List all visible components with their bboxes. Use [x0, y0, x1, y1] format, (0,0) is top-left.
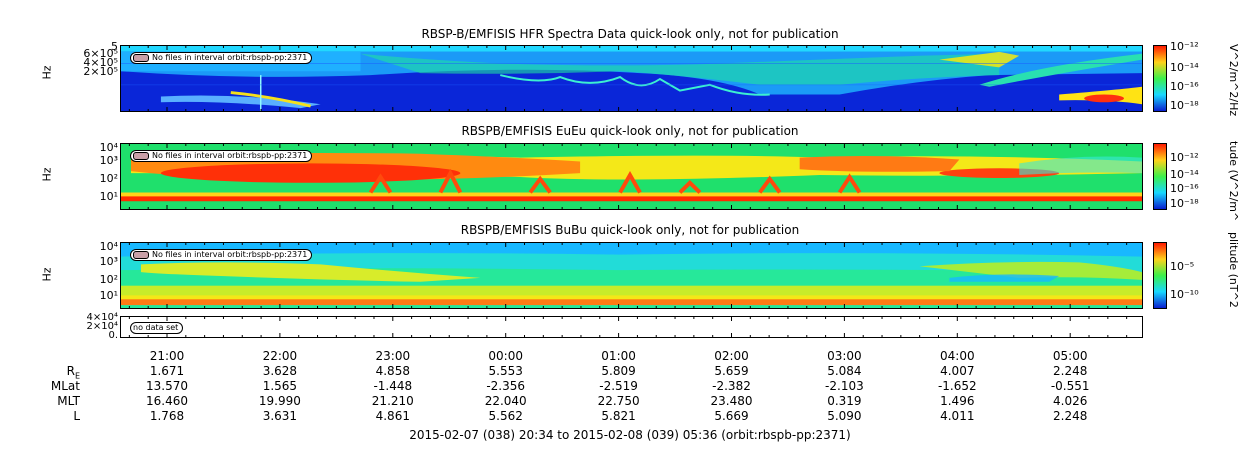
ephemeris-value: -2.382 [712, 379, 751, 393]
x-tick-label: 00:00 [488, 349, 523, 363]
panel1-notice-text: No files in interval orbit:rbspb-pp:2371 [152, 53, 308, 62]
panel1-cb-tick: 10⁻¹⁶ [1170, 80, 1199, 93]
panel4-ytick: 0. [108, 330, 118, 341]
panel1-ytick: 4×10⁵ [83, 56, 118, 69]
panel3-heatmap [121, 243, 1142, 308]
ephemeris-value: 3.628 [262, 364, 298, 378]
ephemeris-value: 19.990 [258, 394, 301, 408]
ephemeris-value: 22.750 [597, 394, 640, 408]
panel2-no-files-notice: No files in interval orbit:rbspb-pp:2371 [130, 150, 313, 162]
ephemeris-value: -1.652 [937, 379, 977, 393]
panel1-colorbar [1153, 45, 1167, 112]
x-tick-label: 03:00 [827, 349, 862, 363]
panel3-ytick: 10¹ [99, 289, 118, 302]
ephemeris-value: 5.090 [827, 409, 862, 423]
ephemeris-value: 2.248 [1053, 409, 1088, 423]
x-tick-label: 05:00 [1052, 349, 1088, 363]
ephemeris-value: 1.768 [149, 409, 185, 423]
panel2-ytick: 10⁴ [99, 141, 118, 154]
panel1-ytick: 6×10⁵ [83, 47, 118, 60]
panel2-cb-tick: 10⁻¹⁸ [1170, 197, 1199, 210]
ephemeris-value: 4.861 [375, 409, 410, 423]
panel2-ytick: 10³ [99, 154, 118, 167]
panel2-heatmap [121, 144, 1142, 209]
ephemeris-value: 5.553 [488, 364, 523, 378]
ephemeris-value: 5.669 [714, 409, 749, 423]
ephemeris-value: 1.671 [149, 364, 185, 378]
ephemeris-value: 16.460 [146, 394, 188, 408]
ephemeris-value: 4.026 [1053, 394, 1088, 408]
panel4-ytick: 2×10⁴ [86, 321, 118, 332]
panel3-notice-text: No files in interval orbit:rbspb-pp:2371 [152, 250, 308, 259]
ephemeris-value: 1.496 [940, 394, 975, 408]
eph-label-r: RE [66, 364, 80, 381]
ephemeris-value: 4.007 [940, 364, 975, 378]
ephemeris-value: 4.011 [940, 409, 975, 423]
panel1-cb-tick: 10⁻¹⁸ [1170, 99, 1199, 112]
ephemeris-value: 1.565 [262, 379, 298, 393]
panel2-spectrogram[interactable]: No files in interval orbit:rbspb-pp:2371 [120, 143, 1143, 210]
panel2-ytick: 10² [99, 172, 118, 185]
panel1-ytick: 2×10⁵ [83, 65, 118, 78]
panel1-cb-tick: 10⁻¹⁴ [1170, 61, 1199, 74]
panel1-no-files-notice: No files in interval orbit:rbspb-pp:2371 [130, 52, 313, 64]
time-range-footer: 2015-02-07 (038) 20:34 to 2015-02-08 (03… [409, 428, 851, 442]
eph-label-mlt: MLT [57, 394, 80, 408]
ephemeris-value: 21.210 [371, 394, 414, 408]
ephemeris-value: -2.519 [599, 379, 638, 393]
ephemeris-value: 3.631 [262, 409, 298, 423]
ephemeris-value: 22.040 [484, 394, 527, 408]
panel1-ytick: 5 [111, 40, 118, 53]
ephemeris-value: 0.319 [827, 394, 862, 408]
panel3-cb-tick: 10⁻⁵ [1170, 260, 1195, 273]
panel2-title: RBSPB/EMFISIS EuEu quick-look only, not … [461, 124, 799, 138]
panel3-cb-tick: 10⁻¹⁰ [1170, 288, 1199, 301]
panel4-lineplot[interactable]: no data set [120, 316, 1143, 338]
panel3-no-files-notice: No files in interval orbit:rbspb-pp:2371 [130, 249, 313, 261]
x-tick-label: 02:00 [714, 349, 749, 363]
panel2-colorbar [1153, 143, 1167, 210]
panel3-spectrogram[interactable]: No files in interval orbit:rbspb-pp:2371 [120, 242, 1143, 309]
panel3-colorbar [1153, 242, 1167, 309]
ephemeris-value: -2.356 [486, 379, 526, 393]
ephemeris-value: -2.103 [825, 379, 864, 393]
ephemeris-value: 13.570 [146, 379, 188, 393]
panel2-notice-text: No files in interval orbit:rbspb-pp:2371 [152, 151, 308, 160]
panel4-no-data-notice: no data set [130, 322, 184, 334]
x-tick-label: 01:00 [601, 349, 636, 363]
ephemeris-value: 5.562 [488, 409, 523, 423]
ephemeris-value: -1.448 [373, 379, 413, 393]
panel4-notice-text: no data set [133, 323, 179, 332]
eph-label-l: L [73, 409, 80, 423]
ephemeris-value: 5.809 [601, 364, 636, 378]
no-files-icon [133, 250, 149, 259]
ephemeris-value: 4.858 [375, 364, 410, 378]
panel2-cb-tick: 10⁻¹⁶ [1170, 182, 1199, 195]
panel3-ytick: 10² [99, 273, 118, 286]
panel4-ytick: 4×10⁴ [86, 312, 118, 323]
x-tick-label: 21:00 [149, 349, 185, 363]
x-tick-label: 23:00 [375, 349, 411, 363]
panel2-cb-tick: 10⁻¹⁴ [1170, 168, 1199, 181]
x-tick-label: 22:00 [262, 349, 298, 363]
ephemeris-value: 5.821 [601, 409, 636, 423]
panel3-ytick: 10³ [99, 255, 118, 268]
x-tick-label: 04:00 [940, 349, 975, 363]
ephemeris-value: 5.084 [827, 364, 862, 378]
ephemeris-value: -0.551 [1050, 379, 1090, 393]
panel2-cb-tick: 10⁻¹² [1170, 151, 1199, 164]
ephemeris-value: 5.659 [714, 364, 749, 378]
no-files-icon [133, 151, 149, 160]
ephemeris-value: 2.248 [1053, 364, 1088, 378]
panel1-spectrogram[interactable]: No files in interval orbit:rbspb-pp:2371 [120, 45, 1143, 112]
no-files-icon [133, 53, 149, 62]
panel1-cb-tick: 10⁻¹² [1170, 40, 1199, 53]
panel3-title: RBSPB/EMFISIS BuBu quick-look only, not … [460, 223, 800, 237]
panel3-ytick: 10⁴ [99, 240, 118, 253]
ephemeris-value: 23.480 [710, 394, 753, 408]
panel1-title: RBSP-B/EMFISIS HFR Spectra Data quick-lo… [421, 27, 839, 41]
eph-label-mlat: MLat [50, 379, 80, 393]
panel2-ytick: 10¹ [99, 190, 118, 203]
